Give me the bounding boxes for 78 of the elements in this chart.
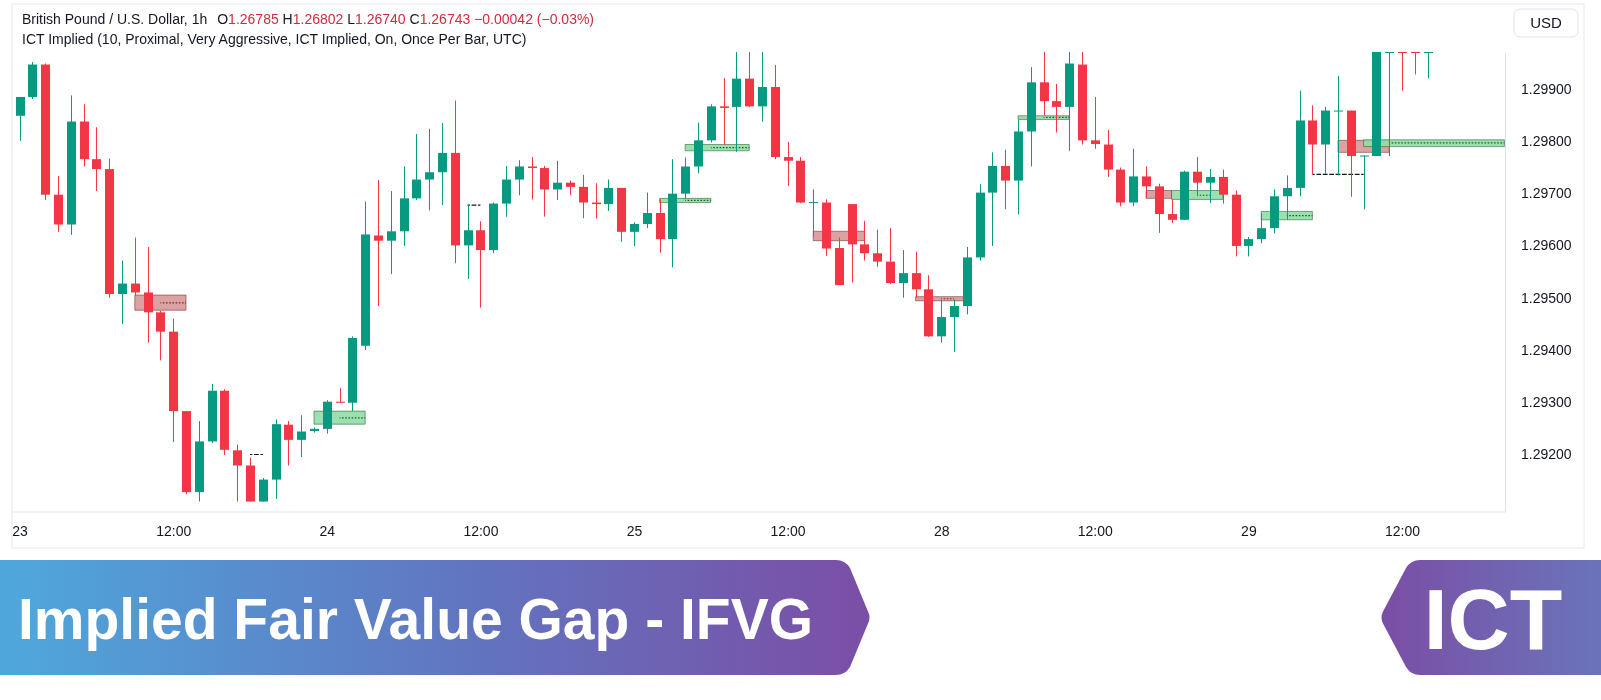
candlestick [643, 192, 652, 229]
chart-subtitle: British Pound / U.S. Dollar, 1h [22, 11, 208, 27]
candlestick [1244, 236, 1253, 257]
candlestick [809, 188, 818, 239]
candlestick [579, 174, 588, 219]
y-tick-label: 1.29900 [1521, 80, 1572, 97]
x-tick-label: 29 [1241, 522, 1257, 539]
y-tick-label: 1.29300 [1521, 394, 1572, 411]
candlestick [259, 477, 268, 503]
text: Implied Fair Value Gap - IFVG [18, 586, 814, 651]
candlestick [515, 159, 524, 196]
y-tick-label: 1.29400 [1521, 341, 1572, 358]
candlestick [1193, 156, 1202, 197]
y-tick-label: 1.29600 [1521, 237, 1572, 254]
candlestick [131, 237, 140, 296]
candlestick [438, 122, 447, 206]
candlestick [860, 220, 869, 262]
x-tick-label: 12:00 [1077, 522, 1114, 539]
candlestick [528, 156, 537, 200]
text: O1.26785 H1.26802 L1.26740 C1.26743 −0.00042 (−0.03%) [217, 11, 595, 27]
candlestick [1283, 174, 1292, 221]
candlestick [284, 420, 293, 466]
candlestick [1424, 51, 1433, 79]
candlestick [144, 246, 153, 344]
candlestick [1052, 83, 1061, 133]
candlestick [937, 299, 946, 344]
y-axis-title: USD [1530, 14, 1562, 31]
candlestick [540, 165, 549, 218]
candlestick [233, 444, 242, 503]
x-tick-label: 12:00 [1384, 522, 1421, 539]
candlestick [92, 126, 101, 192]
candlestick [1040, 51, 1049, 117]
candlestick [1411, 51, 1420, 75]
candlestick [912, 251, 921, 299]
x-tick-label: 28 [933, 522, 950, 539]
text: ICT Implied (10, Proximal, Very Aggressive, ICT Implied, On, Once Per Bar, UTC) [22, 31, 527, 47]
candlestick [1091, 96, 1100, 150]
candlestick [630, 221, 639, 247]
x-tick-label: 12:00 [770, 522, 806, 539]
candlestick [720, 77, 729, 146]
x-tick-label: 24 [319, 522, 336, 539]
candlestick [16, 96, 25, 142]
x-tick-label: 25 [626, 522, 643, 539]
x-tick-label: 12:00 [463, 522, 499, 539]
candlestick [899, 249, 908, 299]
candlestick [1334, 75, 1343, 176]
candlestick [1398, 51, 1407, 92]
candlestick [604, 179, 613, 212]
candlestick [950, 299, 959, 353]
text: ICT [1423, 570, 1563, 667]
candlestick [412, 133, 421, 201]
candlestick [1168, 198, 1177, 224]
candlestick [336, 387, 345, 404]
candlestick [886, 227, 895, 285]
y-tick-label: 1.29700 [1521, 185, 1572, 202]
candlestick [387, 190, 396, 275]
candlestick [1001, 149, 1010, 210]
x-tick-label: 23 [12, 522, 29, 539]
candlestick [784, 141, 793, 187]
x-tick-label: 12:00 [156, 522, 192, 539]
candlestick [476, 220, 485, 309]
candlestick [425, 128, 434, 211]
candlestick [118, 260, 127, 325]
y-tick-label: 1.29500 [1521, 289, 1572, 306]
candlestick [1257, 213, 1266, 244]
candlestick [464, 205, 473, 280]
candlestick [1360, 155, 1369, 210]
candlestick [873, 229, 882, 268]
candlestick [374, 179, 383, 307]
candlestick [1385, 51, 1394, 157]
candlestick [1219, 169, 1228, 205]
candlestick [156, 310, 165, 361]
y-tick-label: 1.29800 [1521, 132, 1572, 149]
candlestick [297, 414, 306, 458]
candlestick [1142, 165, 1151, 199]
candlestick [1206, 168, 1215, 204]
y-tick-label: 1.29200 [1521, 446, 1572, 463]
candlestick [758, 51, 767, 123]
